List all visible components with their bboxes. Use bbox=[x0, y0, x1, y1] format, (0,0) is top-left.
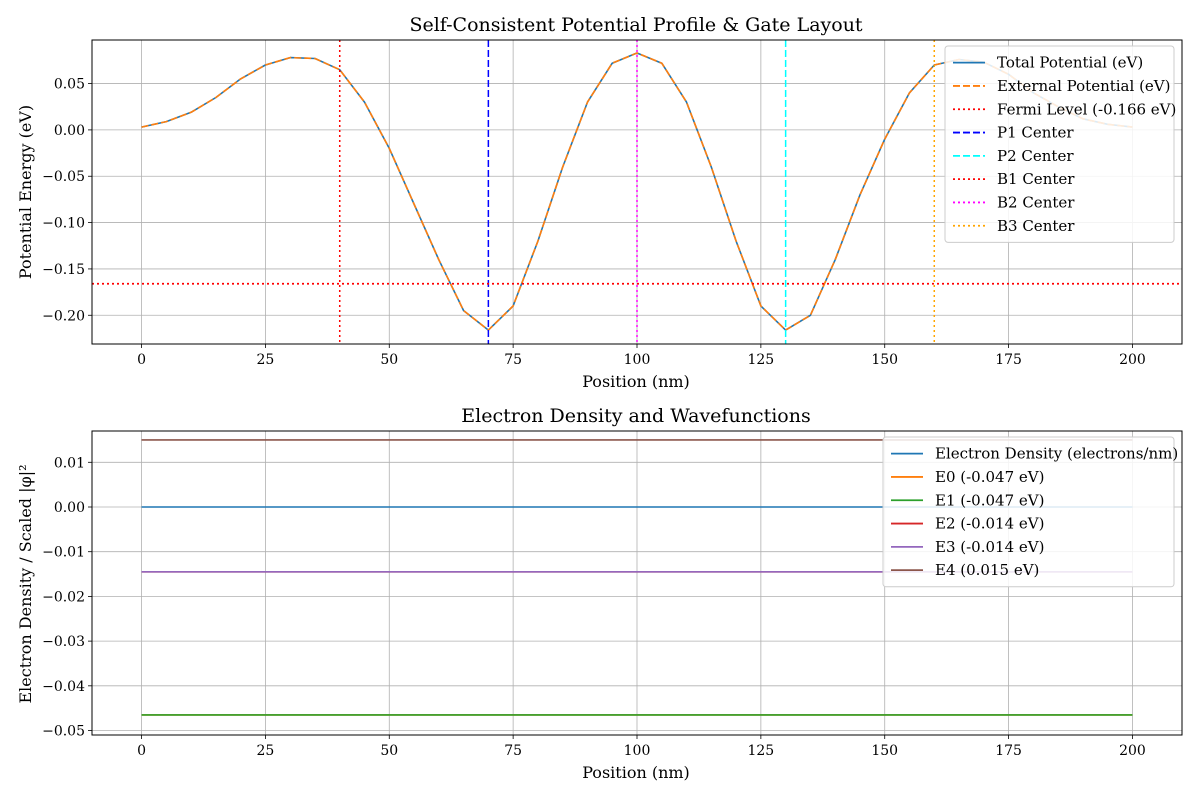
chart-title: Self-Consistent Potential Profile & Gate… bbox=[409, 14, 862, 36]
x-tick-label: 200 bbox=[1119, 352, 1146, 368]
legend-label: Total Potential (eV) bbox=[997, 54, 1143, 72]
legend-box bbox=[882, 436, 1175, 588]
y-tick-label: 0.05 bbox=[54, 77, 85, 93]
x-tick-label: 125 bbox=[747, 352, 774, 368]
x-tick-label: 50 bbox=[380, 743, 398, 759]
axes-frame bbox=[91, 430, 1183, 736]
y-tick-label: 0.01 bbox=[54, 455, 85, 471]
legend: Total Potential (eV) External Potential (… bbox=[944, 45, 1176, 243]
legend-label: External Potential (eV) bbox=[997, 77, 1170, 95]
x-tick-label: 200 bbox=[1119, 743, 1146, 759]
legend-label: E3 (-0.014 eV) bbox=[935, 538, 1044, 556]
legend-label: P2 Center bbox=[997, 147, 1074, 165]
y-tick-label: −0.20 bbox=[42, 308, 85, 324]
x-tick-label: 75 bbox=[504, 352, 522, 368]
x-tick-label: 50 bbox=[380, 352, 398, 368]
chart-title: Electron Density and Wavefunctions bbox=[461, 405, 810, 427]
legend-label: E1 (-0.047 eV) bbox=[935, 491, 1044, 509]
x-tick-label: 175 bbox=[995, 743, 1022, 759]
legend-label: Fermi Level (-0.166 eV) bbox=[997, 100, 1176, 118]
x-tick-label: 0 bbox=[137, 352, 146, 368]
y-tick-label: −0.01 bbox=[42, 545, 85, 561]
legend-label: P1 Center bbox=[997, 124, 1074, 142]
y-tick-label: 0.00 bbox=[54, 123, 85, 139]
x-axis-label: Position (nm) bbox=[582, 763, 690, 782]
y-axis-label: Electron Density / Scaled |φ|² bbox=[16, 464, 35, 703]
x-tick-label: 175 bbox=[995, 352, 1022, 368]
plot-area: 0 25 50 75 100 125 150 175 200 0.05 0.00 −0.05 −0.10… bbox=[42, 39, 1183, 368]
y-tick-label: −0.02 bbox=[42, 589, 85, 605]
x-tick-label: 25 bbox=[256, 352, 274, 368]
axes-frame bbox=[91, 39, 1183, 345]
y-tick-label: −0.10 bbox=[42, 216, 85, 232]
legend: Electron Density (electrons/nm) E0 (-0.04… bbox=[882, 436, 1178, 588]
plot-area: 0 25 50 75 100 125 150 175 200 0.01 0.00 −0.01 −0.02… bbox=[42, 430, 1183, 759]
legend-label: Electron Density (electrons/nm) bbox=[935, 445, 1178, 463]
potential-profile-panel: Self-Consistent Potential Profile & Gate… bbox=[16, 14, 1183, 391]
x-tick-label: 0 bbox=[137, 743, 146, 759]
y-tick-label: −0.05 bbox=[42, 724, 85, 740]
legend-label: E4 (0.015 eV) bbox=[935, 561, 1039, 579]
legend-label: E0 (-0.047 eV) bbox=[935, 468, 1044, 486]
x-tick-label: 125 bbox=[747, 743, 774, 759]
y-tick-label: 0.00 bbox=[54, 500, 85, 516]
y-tick-label: −0.15 bbox=[42, 262, 85, 278]
x-axis-label: Position (nm) bbox=[582, 372, 690, 391]
legend-label: B3 Center bbox=[997, 217, 1075, 235]
legend-label: B2 Center bbox=[997, 193, 1075, 211]
y-tick-label: −0.05 bbox=[42, 169, 85, 185]
x-tick-label: 25 bbox=[256, 743, 274, 759]
x-tick-label: 150 bbox=[871, 352, 898, 368]
x-tick-label: 100 bbox=[624, 352, 651, 368]
legend-label: B1 Center bbox=[997, 170, 1075, 188]
x-tick-label: 100 bbox=[624, 743, 651, 759]
y-tick-label: −0.04 bbox=[42, 679, 85, 695]
y-axis-label: Potential Energy (eV) bbox=[16, 105, 35, 279]
electron-density-panel: Electron Density and Wavefunctions Posit… bbox=[16, 405, 1183, 782]
legend-box bbox=[944, 45, 1175, 243]
y-tick-label: −0.03 bbox=[42, 634, 85, 650]
x-tick-label: 150 bbox=[871, 743, 898, 759]
x-tick-label: 75 bbox=[504, 743, 522, 759]
legend-label: E2 (-0.014 eV) bbox=[935, 515, 1044, 533]
